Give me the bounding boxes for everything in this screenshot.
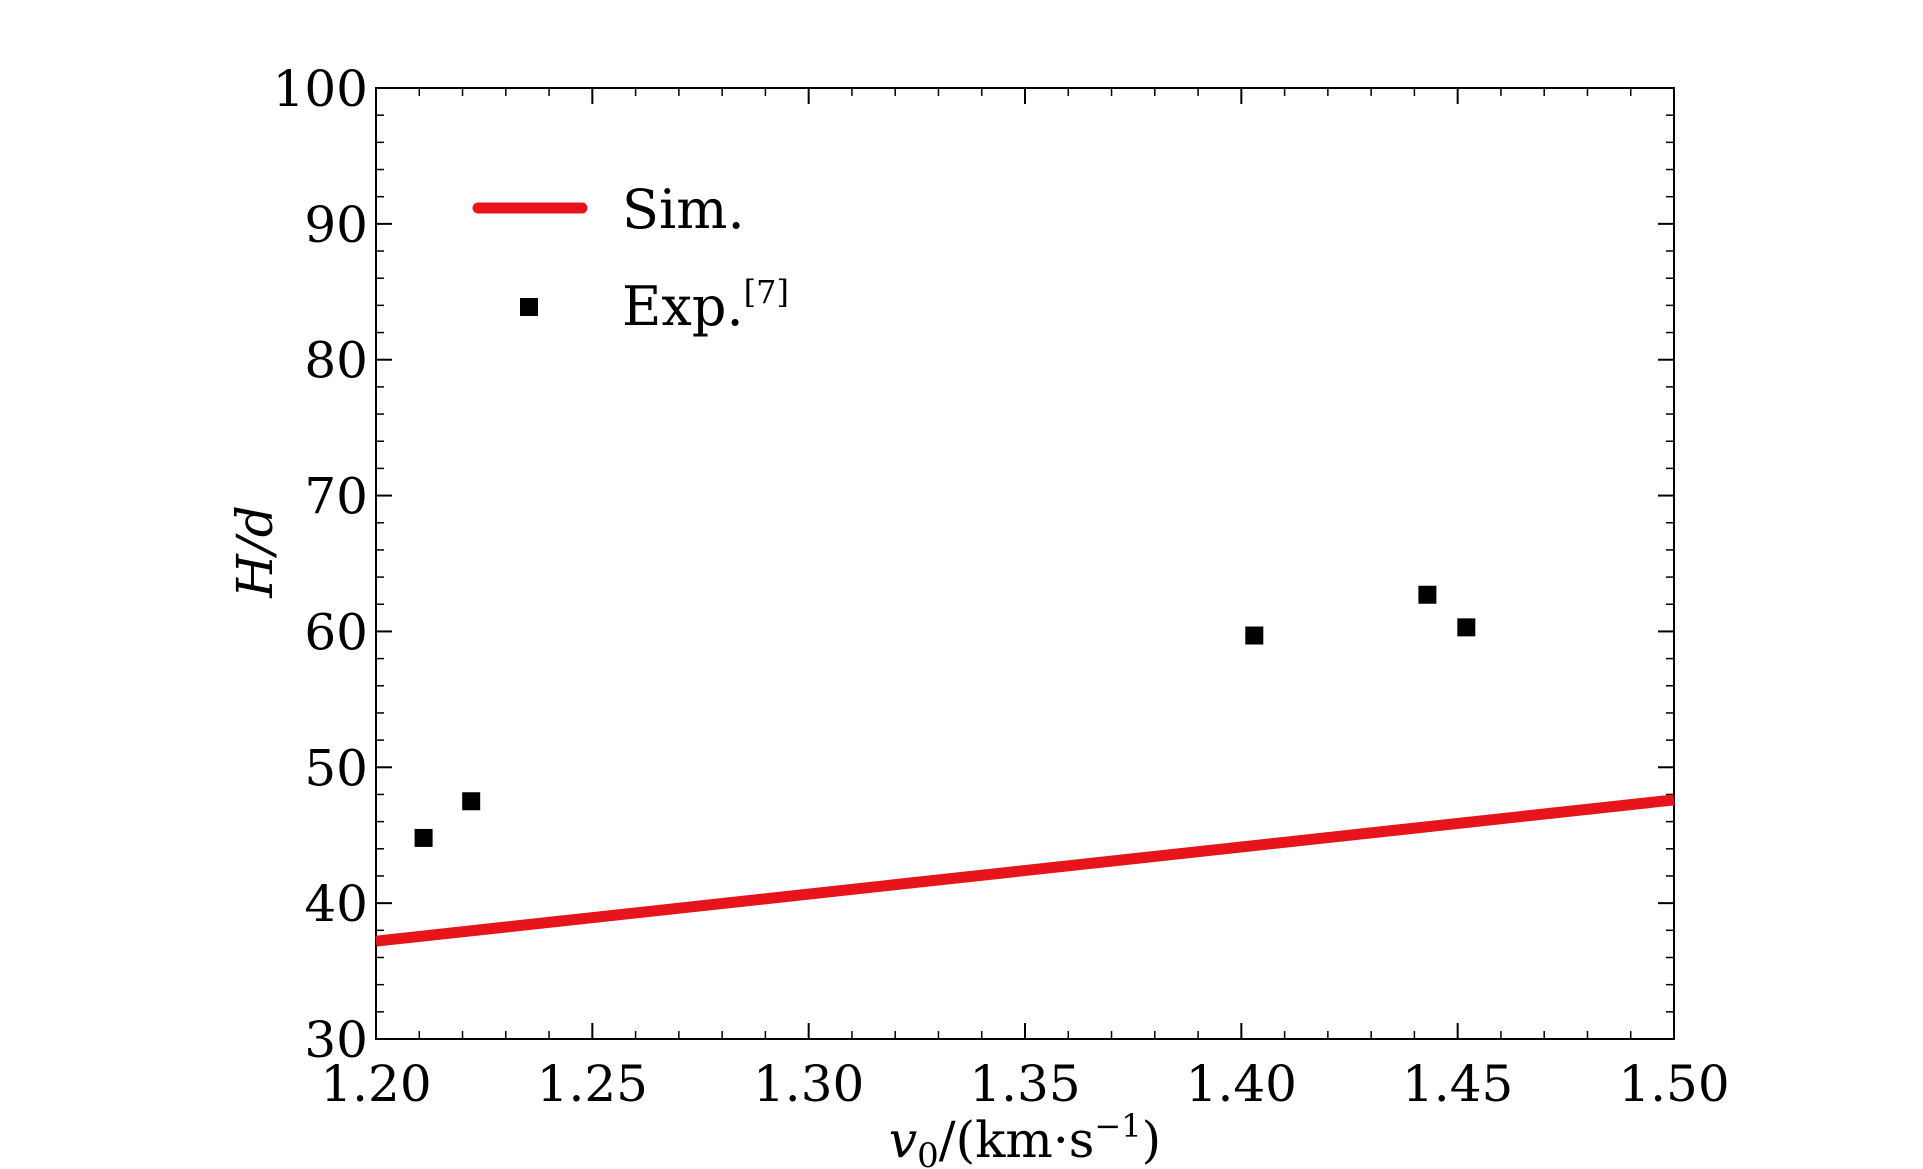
y-tick-label: 40 <box>304 875 368 933</box>
major-ticks <box>375 87 1675 1040</box>
exp-marker <box>462 792 481 811</box>
legend-exp-name: Exp. <box>622 275 744 338</box>
y-tick-label: 90 <box>304 196 368 254</box>
x-axis-label-rest: /(km·s <box>939 1111 1095 1169</box>
y-tick-label: 50 <box>304 739 368 797</box>
y-tick-label: 100 <box>273 60 368 118</box>
x-tick-label: 1.30 <box>753 1055 864 1113</box>
x-axis-label-sup: −1 <box>1094 1107 1141 1145</box>
x-tick-label: 1.50 <box>1618 1055 1729 1113</box>
x-tick-label: 1.25 <box>537 1055 648 1113</box>
x-axis-label-sub: 0 <box>917 1136 939 1169</box>
plot-frame <box>375 87 1675 1040</box>
x-axis-label-end: ) <box>1142 1111 1162 1169</box>
legend-sim-label: Sim. <box>622 178 745 241</box>
y-tick-label: 70 <box>304 468 368 526</box>
legend-exp-label: Exp.[7] <box>622 273 789 338</box>
y-tick-labels: 30 40 50 60 70 80 90 100 <box>273 60 368 1069</box>
x-tick-label: 1.45 <box>1402 1055 1513 1113</box>
x-tick-label: 1.35 <box>969 1055 1080 1113</box>
exp-marker <box>414 828 433 847</box>
sim-line <box>375 794 1675 947</box>
y-tick-label: 80 <box>304 332 368 390</box>
x-tick-labels: 1.20 1.25 1.30 1.35 1.40 1.45 1.50 <box>320 1055 1729 1113</box>
legend-exp-sup: [7] <box>744 273 789 311</box>
sim-series <box>375 794 1675 947</box>
legend-exp-swatch <box>520 298 538 316</box>
x-tick-label: 1.40 <box>1186 1055 1297 1113</box>
exp-series <box>414 585 1476 847</box>
y-axis-label: H/d <box>226 505 284 598</box>
exp-marker <box>1457 618 1476 637</box>
minor-ticks <box>376 88 1674 1039</box>
y-tick-label: 30 <box>304 1011 368 1069</box>
legend: Sim. Exp.[7] <box>472 178 789 338</box>
y-tick-label: 60 <box>304 603 368 661</box>
exp-marker <box>1245 626 1264 645</box>
exp-marker <box>1418 585 1437 604</box>
x-axis-label: v0/(km·s−1) <box>889 1107 1161 1169</box>
x-axis-label-main: v <box>889 1111 917 1169</box>
x-tick-label: 1.20 <box>320 1055 431 1113</box>
